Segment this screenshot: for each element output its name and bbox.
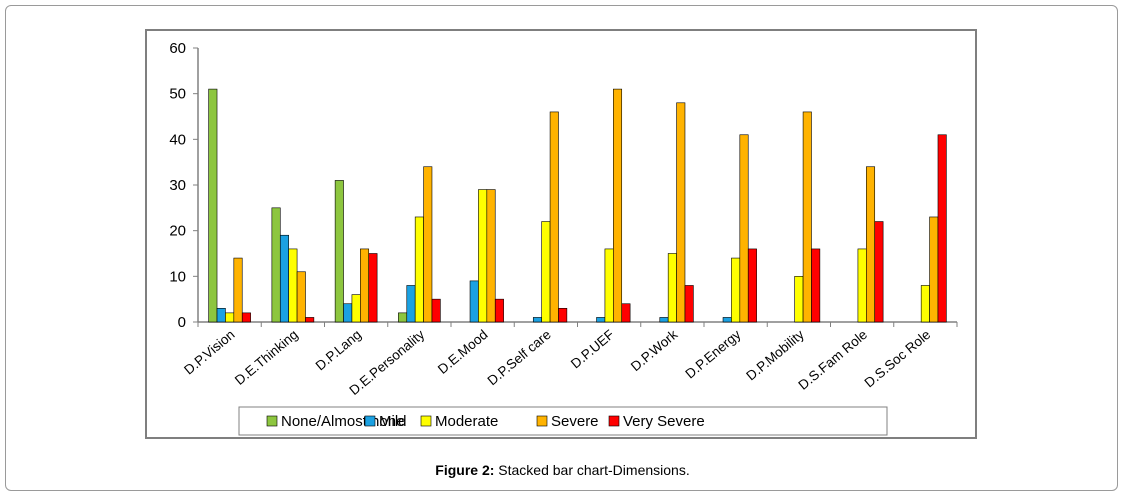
bar <box>722 317 732 323</box>
bar <box>469 280 479 323</box>
y-tick-label: 10 <box>169 268 186 285</box>
x-tick-label: D.E.Thinking <box>232 327 301 388</box>
bar <box>360 248 370 323</box>
bar <box>667 253 677 323</box>
x-tick-label: D.P.Mobility <box>743 327 807 384</box>
bar <box>532 317 542 323</box>
x-tick-label: D.S.Fam Role <box>795 327 870 393</box>
legend-label: Moderate <box>435 413 498 430</box>
x-tick-label: D.E.Mood <box>435 327 491 377</box>
bar <box>486 189 496 323</box>
bar <box>233 257 243 323</box>
bar <box>368 253 378 323</box>
bar <box>866 166 876 323</box>
caption-label: Figure 2: <box>435 462 495 478</box>
bar <box>747 248 757 323</box>
bar <box>305 317 315 323</box>
y-tick-label: 50 <box>169 86 186 103</box>
bar <box>604 248 614 323</box>
legend-swatch <box>608 415 620 427</box>
x-tick-label: D.P.Self care <box>485 327 554 388</box>
bar <box>478 189 488 323</box>
caption-text: Stacked bar chart-Dimensions. <box>494 462 690 478</box>
bar <box>241 312 251 323</box>
y-tick-label: 20 <box>169 223 186 240</box>
bar <box>811 248 821 323</box>
x-tick-label: D.P.Energy <box>682 327 743 382</box>
x-tick-label: D.P.Vision <box>181 327 237 378</box>
legend-swatch <box>420 415 432 427</box>
y-tick-label: 60 <box>169 40 186 57</box>
bar <box>920 285 930 323</box>
bar <box>208 88 218 323</box>
bar <box>558 307 568 323</box>
bar <box>296 271 306 323</box>
bar <box>494 298 504 323</box>
bar <box>802 111 812 323</box>
bar <box>731 257 741 323</box>
y-tick-label: 0 <box>178 314 186 331</box>
legend-box <box>238 406 888 436</box>
bar <box>351 294 361 323</box>
x-tick-label: D.P.Lang <box>313 327 364 374</box>
bar <box>739 134 749 323</box>
bar <box>225 312 235 323</box>
legend-label: Very Severe <box>623 413 705 430</box>
bar <box>929 216 939 323</box>
legend-label: Mild <box>379 413 407 430</box>
bar <box>549 111 559 323</box>
y-tick-label: 40 <box>169 131 186 148</box>
bar <box>676 102 686 323</box>
y-tick-label: 30 <box>169 177 186 194</box>
bar <box>596 317 606 323</box>
bar <box>659 317 669 323</box>
bar <box>406 285 416 323</box>
figure-caption: Figure 2: Stacked bar chart-Dimensions. <box>0 462 1125 478</box>
legend-swatch <box>266 415 278 427</box>
bar <box>334 180 344 323</box>
chart-area: 0 10 20 30 40 50 60 D.P.Vision D.E.Thinking D.P.L… <box>145 29 977 439</box>
bar <box>343 303 353 323</box>
bar <box>216 307 226 323</box>
legend-label: Severe <box>551 413 599 430</box>
bar <box>857 248 867 323</box>
x-tick-label: D.S.Soc Role <box>862 327 934 391</box>
bar <box>541 221 551 323</box>
bar <box>288 248 298 323</box>
legend-swatch <box>364 415 376 427</box>
bar <box>271 207 281 323</box>
x-tick-label: D.P.Work <box>628 327 681 374</box>
bar <box>423 166 433 323</box>
bar <box>414 216 424 323</box>
bar <box>398 312 408 323</box>
bar <box>431 298 441 323</box>
bar <box>937 134 947 323</box>
bar <box>621 303 631 323</box>
bar <box>794 276 804 323</box>
bar <box>279 234 289 323</box>
legend-swatch <box>536 415 548 427</box>
bar <box>613 88 623 323</box>
bar <box>874 221 884 323</box>
bar <box>684 285 694 323</box>
x-tick-label: D.P.UEF <box>568 327 617 372</box>
